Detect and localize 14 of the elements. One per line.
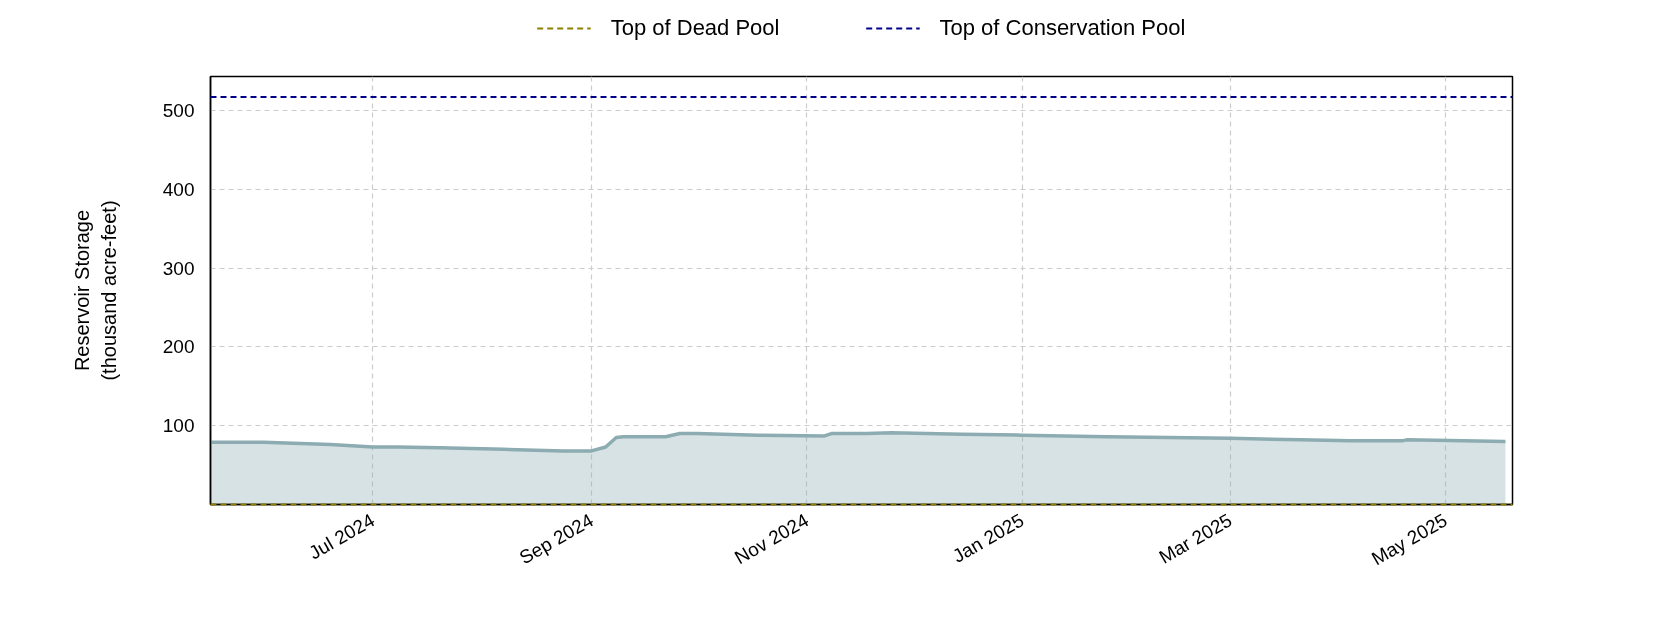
x-tick-label: Mar 2025: [1155, 509, 1236, 568]
y-tick-label: 400: [162, 178, 195, 200]
x-tick-label: Jan 2025: [949, 509, 1028, 567]
x-tick-label: Nov 2024: [731, 509, 813, 569]
legend-label: Top of Dead Pool: [610, 15, 780, 41]
y-axis-title: Reservoir Storage (thousand acre-feet): [71, 200, 120, 381]
x-tick-label: May 2025: [1367, 509, 1451, 570]
y-tick-label: 200: [162, 336, 195, 358]
y-tick-label: 500: [162, 99, 195, 121]
y-tick-label: 300: [162, 257, 195, 279]
legend-label: Top of Conservation Pool: [939, 15, 1186, 41]
y-tick-label: 100: [162, 415, 195, 437]
x-tick-label: Sep 2024: [515, 509, 598, 569]
x-tick-label: Jul 2024: [305, 509, 379, 564]
